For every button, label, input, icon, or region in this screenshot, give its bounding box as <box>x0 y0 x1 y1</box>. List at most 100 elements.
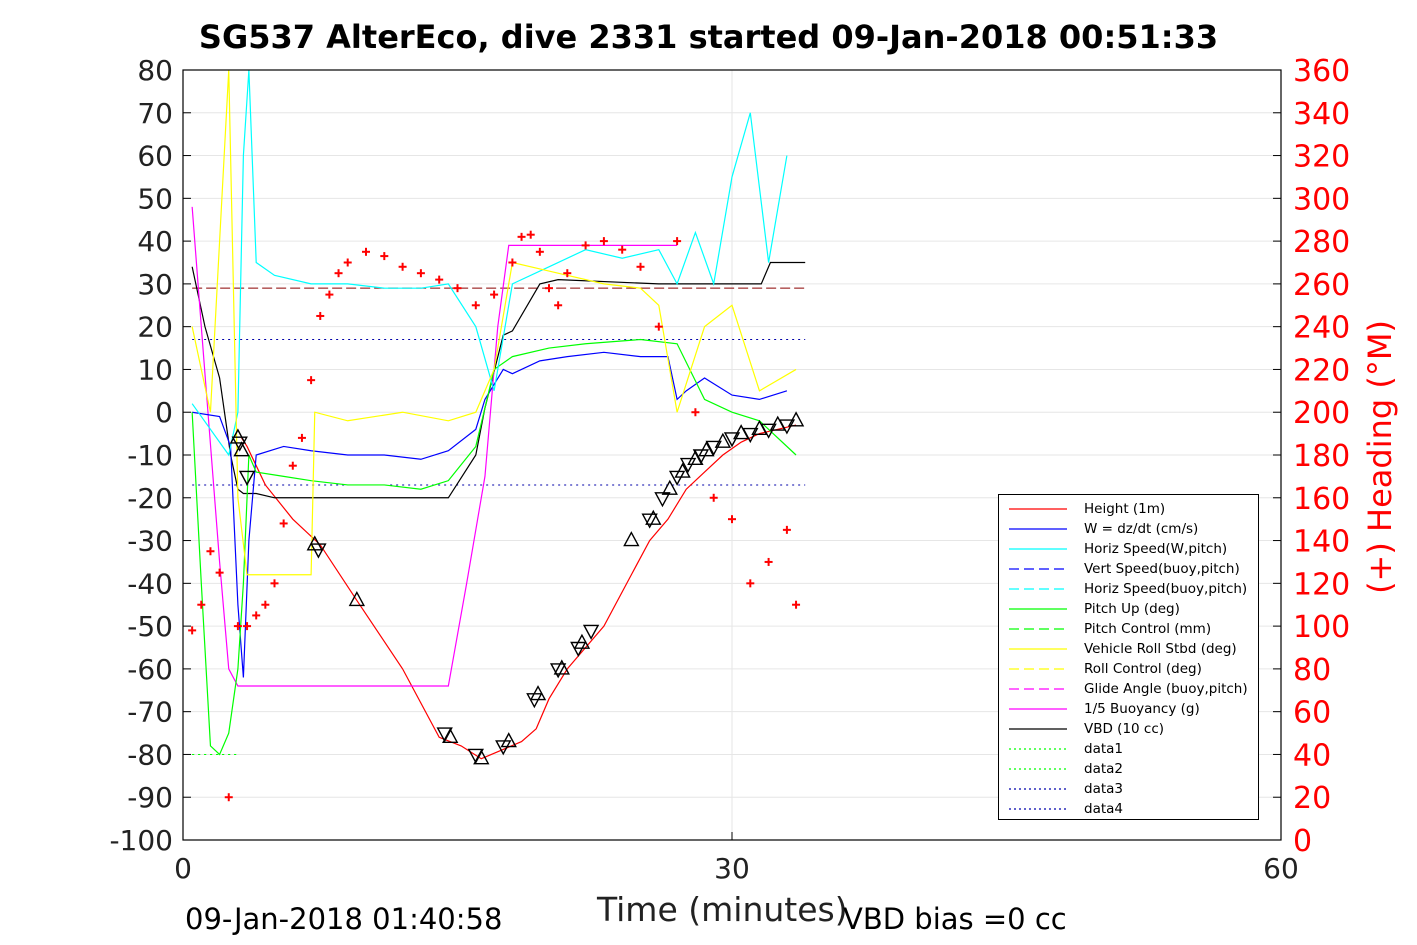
heading-marker <box>618 245 627 254</box>
legend-entry: data2 <box>1007 759 1257 779</box>
legend-swatch <box>1009 508 1067 510</box>
legend-entry: Horiz Speed(buoy,pitch) <box>1007 579 1257 599</box>
heading-marker <box>334 269 343 278</box>
legend-label: data4 <box>1084 801 1123 817</box>
legend-entry: data4 <box>1007 799 1257 819</box>
triangle-marker <box>570 641 587 657</box>
y-right-tick-label: 260 <box>1293 268 1350 303</box>
legend-entry: Height (1m) <box>1007 499 1257 519</box>
legend-label: W = dz/dt (cm/s) <box>1084 521 1199 537</box>
series-line <box>191 70 788 457</box>
triangle-marker <box>623 531 640 547</box>
y-right-tick-label: 20 <box>1293 781 1331 816</box>
triangle-marker <box>233 441 250 457</box>
legend-label: Vehicle Roll Stbd (deg) <box>1084 641 1237 657</box>
legend-swatch <box>1009 808 1067 810</box>
heading-marker <box>224 793 233 802</box>
legend-swatch <box>1009 568 1067 570</box>
heading-marker <box>563 269 572 278</box>
heading-marker <box>261 600 270 609</box>
y-tick-label: -50 <box>127 610 173 643</box>
legend-label: Pitch Control (mm) <box>1084 621 1212 637</box>
heading-marker <box>654 322 663 331</box>
heading-marker <box>508 258 517 267</box>
y-tick-label: 30 <box>137 268 173 301</box>
y-tick-label: 0 <box>155 396 173 429</box>
legend-entry: Roll Control (deg) <box>1007 659 1257 679</box>
triangle-marker <box>229 428 247 444</box>
legend: Height (1m) W = dz/dt (cm/s) Horiz Speed(W… <box>998 494 1259 820</box>
heading-marker <box>471 301 480 310</box>
y-right-tick-label: 0 <box>1293 824 1312 859</box>
legend-label: Roll Control (deg) <box>1084 661 1202 677</box>
heading-marker <box>691 408 700 417</box>
y-tick-label: -30 <box>127 525 173 558</box>
heading-marker <box>279 519 288 528</box>
y-right-tick-label: 280 <box>1293 225 1350 260</box>
legend-label: Glide Angle (buoy,pitch) <box>1084 681 1248 697</box>
triangle-marker <box>645 509 662 525</box>
legend-swatch <box>1009 788 1067 790</box>
heading-marker <box>197 600 206 609</box>
y-tick-label: -70 <box>127 696 173 729</box>
heading-marker <box>416 269 425 278</box>
heading-marker <box>252 611 261 620</box>
triangle-marker <box>238 470 256 486</box>
series-line <box>191 261 806 499</box>
legend-entry: Glide Angle (buoy,pitch) <box>1007 679 1257 699</box>
legend-label: Horiz Speed(W,pitch) <box>1084 541 1228 557</box>
legend-entry: data3 <box>1007 779 1257 799</box>
heading-marker <box>453 284 462 293</box>
triangle-marker <box>436 727 453 743</box>
heading-marker <box>243 622 252 631</box>
triangle-marker <box>442 727 459 744</box>
legend-entry: Pitch Control (mm) <box>1007 619 1257 639</box>
legend-entry: Pitch Up (deg) <box>1007 599 1257 619</box>
triangle-marker <box>705 440 722 456</box>
legend-entry: Vehicle Roll Stbd (deg) <box>1007 639 1257 659</box>
triangle-marker <box>654 492 671 508</box>
triangle-marker <box>500 732 517 748</box>
triangle-marker <box>310 543 327 559</box>
heading-marker <box>517 232 526 241</box>
heading-marker <box>782 525 791 534</box>
heading-marker <box>325 290 334 299</box>
y-right-tick-label: 200 <box>1293 396 1350 431</box>
legend-swatch <box>1009 708 1067 710</box>
y-tick-label: -60 <box>127 653 173 686</box>
heading-marker <box>343 258 352 267</box>
legend-entry: VBD (10 cc) <box>1007 719 1257 739</box>
triangle-marker <box>687 449 704 465</box>
y-axis-left: 80 70 60 50 40 30 20 10 0 -10 -20 -30 -40 -50 -60 -70 -8… <box>109 54 191 857</box>
legend-swatch <box>1009 528 1067 530</box>
y-tick-label: 60 <box>137 140 173 173</box>
heading-marker <box>673 237 682 246</box>
legend-label: data1 <box>1084 741 1123 757</box>
y-right-tick-label: 180 <box>1293 439 1350 474</box>
y-right-tick-label: 100 <box>1293 610 1350 645</box>
heading-marker <box>435 275 444 284</box>
triangle-marker <box>723 432 741 448</box>
legend-entry: Horiz Speed(W,pitch) <box>1007 539 1257 559</box>
triangle-marker <box>526 693 543 709</box>
y-right-tick-label: 60 <box>1293 696 1331 731</box>
legend-swatch <box>1009 628 1067 630</box>
legend-swatch <box>1009 688 1067 690</box>
triangle-marker <box>698 441 715 457</box>
heading-marker <box>764 557 773 566</box>
series-line <box>191 70 797 576</box>
heading-marker <box>297 433 306 442</box>
y-right-tick-label: 140 <box>1293 525 1350 560</box>
legend-entry: Vert Speed(buoy,pitch) <box>1007 559 1257 579</box>
x-axis: 0 30 60 <box>174 832 1299 885</box>
heading-marker <box>535 247 544 256</box>
heading-marker <box>545 284 553 293</box>
triangle-marker <box>348 590 366 607</box>
heading-marker <box>599 237 608 246</box>
y-tick-label: -100 <box>109 824 173 857</box>
heading-marker <box>206 547 215 556</box>
legend-label: Height (1m) <box>1084 501 1166 517</box>
y-right-tick-label: 160 <box>1293 482 1350 517</box>
legend-entry: data1 <box>1007 739 1257 759</box>
